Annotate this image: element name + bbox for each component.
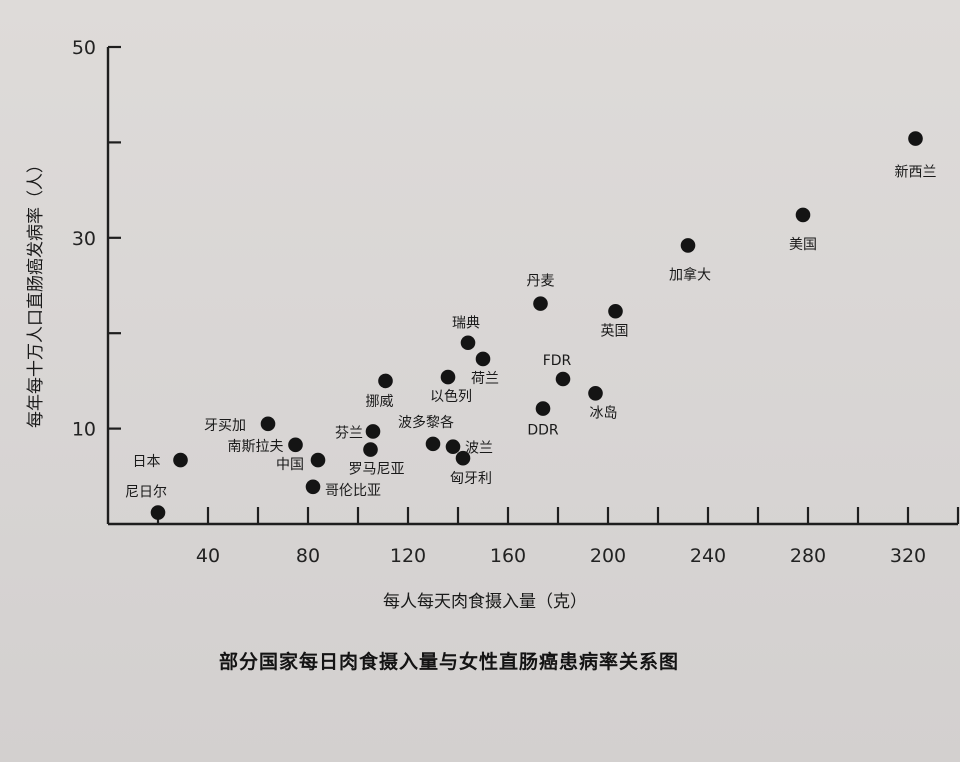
point-label: 挪威 [366,394,394,410]
x-tick-label: 80 [296,545,320,567]
data-point [908,131,923,146]
data-point [425,436,441,452]
y-axis-title: 每年每十万人口直肠癌发病率（人） [26,156,46,428]
point-label: 新西兰 [895,165,937,181]
x-tick-label: 240 [690,545,726,567]
x-axis-title: 每人每天肉食摄入量（克） [383,592,587,612]
point-label: 芬兰 [335,425,363,441]
y-tick-label: 30 [72,228,96,250]
data-point [795,207,811,223]
x-tick-label: 280 [790,545,826,567]
point-label: 瑞典 [452,316,480,332]
point-label: 匈牙利 [450,471,492,487]
point-label: 罗马尼亚 [349,462,405,478]
point-label: 日本 [133,454,161,470]
y-tick-label: 10 [72,419,96,441]
data-point [455,450,471,466]
data-point [378,373,393,389]
data-point [365,424,381,439]
data-point [305,479,321,495]
data-point [588,386,603,401]
data-point [260,416,276,432]
x-tick-label: 160 [490,545,526,567]
data-point [173,452,188,468]
data-point [460,335,476,351]
point-label: 牙买加 [204,418,246,434]
data-point [310,452,326,468]
point-label: 中国 [276,457,304,473]
point-label: 波兰 [465,441,493,457]
x-tick-label: 320 [890,545,926,567]
point-label: 冰岛 [590,405,618,421]
point-label: 以色列 [430,388,472,405]
point-label: DDR [527,423,559,439]
data-point [533,296,548,311]
point-label: 美国 [789,237,817,253]
data-point [608,303,623,319]
data-point [680,238,696,253]
x-tick-label: 40 [196,545,220,567]
point-label: 英国 [601,322,629,339]
data-point [445,439,461,455]
data-point [288,437,303,453]
y-tick-label: 50 [72,37,96,59]
data-point [440,369,456,385]
point-label: 哥伦比亚 [325,483,381,499]
data-point [150,505,166,520]
x-tick-label: 200 [590,545,626,567]
data-point [475,351,491,367]
data-point [363,442,378,457]
point-label: 加拿大 [669,266,711,283]
point-label: 波多黎各 [398,414,454,431]
data-point [535,401,551,416]
point-label: 南斯拉夫 [228,439,284,455]
point-label: 丹麦 [527,274,555,290]
point-label: FDR [543,353,572,369]
data-point [555,371,571,387]
x-tick-label: 120 [390,545,426,567]
point-label: 尼日尔 [125,485,167,501]
point-label: 荷兰 [471,371,499,387]
figure-caption: 部分国家每日肉食摄入量与女性直肠癌患病率关系图 [219,650,679,673]
